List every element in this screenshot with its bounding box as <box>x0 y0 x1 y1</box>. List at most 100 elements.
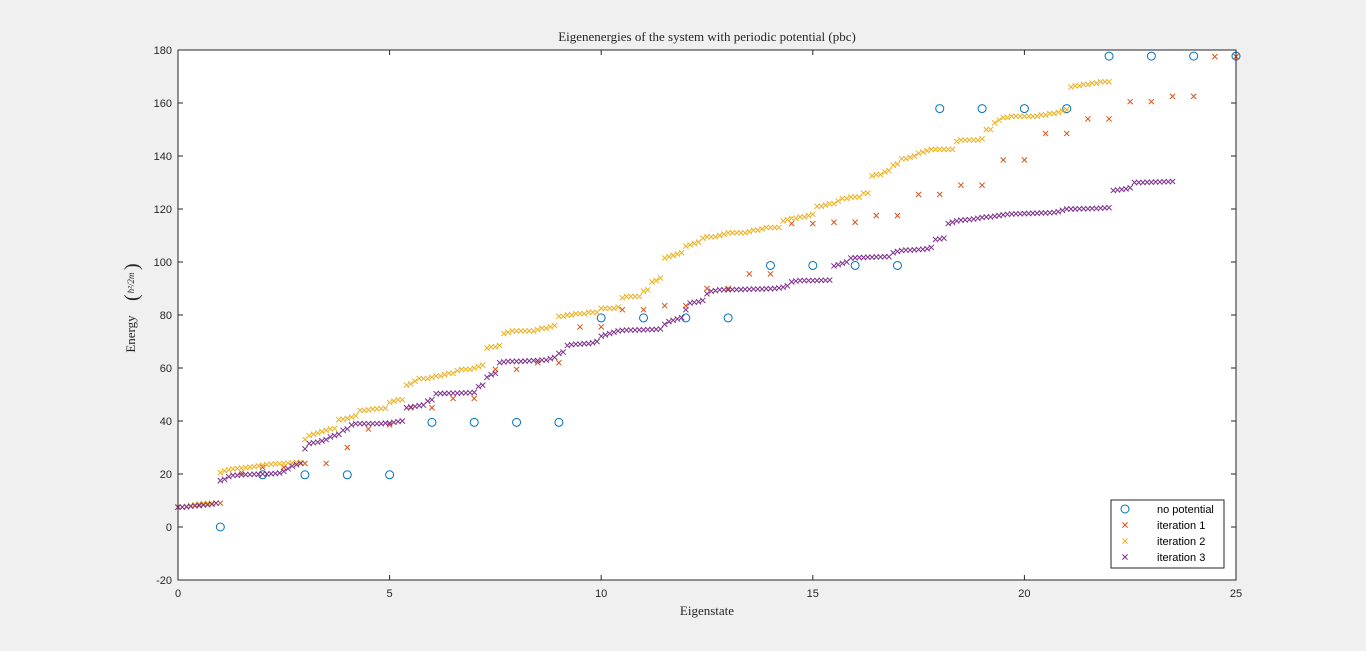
data-point <box>342 470 352 480</box>
data-point <box>331 432 338 439</box>
data-point <box>750 286 757 292</box>
data-point <box>475 383 482 390</box>
data-point <box>996 117 1002 124</box>
data-point <box>725 285 732 292</box>
y-tick-label: 0 <box>166 522 172 534</box>
x-axis: 0 5 10 15 20 25 <box>175 50 1242 600</box>
data-point <box>886 167 892 174</box>
data-point <box>293 461 300 468</box>
data-point <box>623 293 630 300</box>
data-point <box>627 293 634 300</box>
legend-marker <box>1122 522 1128 528</box>
data-point <box>1059 107 1066 114</box>
data-point <box>864 254 871 261</box>
data-point <box>928 244 935 251</box>
data-point <box>725 229 732 236</box>
data-point <box>469 417 479 427</box>
data-point <box>1017 113 1024 120</box>
data-point <box>428 404 435 411</box>
data-point <box>1089 80 1096 87</box>
data-point <box>428 374 435 381</box>
data-point <box>767 270 774 277</box>
data-point <box>716 232 723 239</box>
data-point <box>957 137 964 144</box>
data-point <box>869 172 876 179</box>
data-point <box>1000 114 1007 121</box>
data-point <box>632 293 639 300</box>
data-point <box>818 277 825 284</box>
data-point <box>213 500 220 507</box>
data-point <box>581 340 588 347</box>
data-point <box>1029 210 1036 217</box>
y-axis-label-unit: ħ²/2m <box>126 272 136 293</box>
data-point <box>1146 51 1156 61</box>
data-point <box>323 427 330 434</box>
data-point <box>509 358 516 365</box>
data-point <box>742 286 749 293</box>
y-tick-label: 180 <box>154 45 172 57</box>
data-point <box>674 316 681 322</box>
data-point <box>610 329 617 336</box>
data-point <box>1101 78 1108 85</box>
x-tick-label: 15 <box>807 588 819 600</box>
data-point <box>657 274 664 281</box>
data-point <box>420 375 427 382</box>
data-point <box>403 382 410 389</box>
data-point <box>428 396 435 403</box>
legend-marker <box>1122 538 1128 544</box>
data-point <box>665 253 672 260</box>
data-point <box>492 343 499 350</box>
data-point <box>445 390 452 397</box>
data-point <box>1152 179 1159 185</box>
x-axis-label: Eigenstate <box>680 603 734 618</box>
data-point <box>691 240 698 247</box>
data-point <box>1021 210 1028 217</box>
data-point <box>513 327 520 334</box>
data-point <box>1012 210 1019 217</box>
data-point <box>407 404 414 411</box>
data-point <box>373 420 380 427</box>
data-point <box>577 310 583 317</box>
data-marks <box>175 51 1241 532</box>
data-point <box>1089 205 1096 212</box>
data-point <box>682 243 689 250</box>
data-point <box>555 313 562 320</box>
data-point <box>314 439 321 446</box>
data-point <box>1012 113 1019 120</box>
data-point <box>217 477 224 484</box>
data-point <box>765 260 775 270</box>
data-point <box>873 254 880 260</box>
data-point <box>369 420 376 427</box>
data-point <box>1169 178 1176 185</box>
data-point <box>454 367 461 374</box>
data-point <box>551 322 558 329</box>
data-point <box>450 395 457 402</box>
data-point <box>395 396 402 403</box>
data-point <box>386 399 393 406</box>
data-point <box>775 224 782 231</box>
data-point <box>437 390 444 397</box>
data-point <box>729 229 736 236</box>
data-point <box>1080 205 1087 212</box>
data-point <box>382 420 389 427</box>
data-point <box>695 298 702 305</box>
data-point <box>1072 82 1079 89</box>
data-point <box>1067 84 1074 91</box>
data-point <box>890 162 897 169</box>
data-point <box>610 305 617 312</box>
data-point <box>818 203 825 210</box>
data-point <box>1131 179 1138 186</box>
data-point <box>1055 208 1062 215</box>
data-point <box>805 277 812 284</box>
data-point <box>1038 111 1045 118</box>
data-point <box>471 389 478 396</box>
data-point <box>327 433 334 440</box>
data-point <box>809 277 816 284</box>
data-point <box>1127 98 1134 105</box>
data-point <box>924 147 931 154</box>
x-tick-label: 0 <box>175 588 181 600</box>
data-point <box>640 306 647 313</box>
data-point <box>890 249 897 256</box>
data-point <box>1029 113 1036 120</box>
data-point <box>1051 110 1057 117</box>
